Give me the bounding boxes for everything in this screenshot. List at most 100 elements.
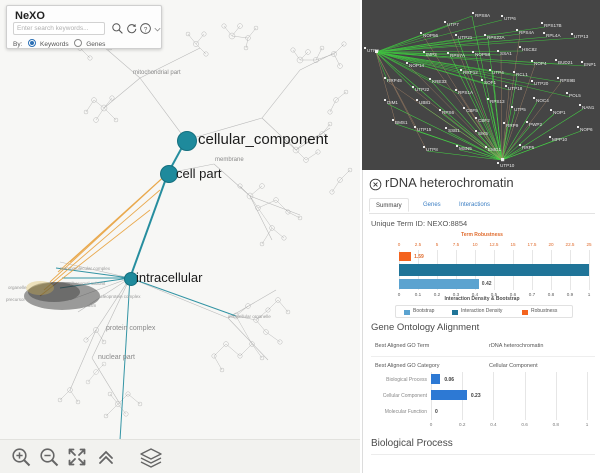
gene-node[interactable] (531, 60, 534, 63)
bottom-axis-tick: 1 (587, 292, 591, 297)
gene-node[interactable] (455, 34, 458, 37)
bar-value-label: 0.42 (481, 281, 492, 287)
help-icon[interactable]: ? (139, 22, 152, 35)
gene-node[interactable] (543, 32, 546, 35)
tree-label-cytoplasm: cytoplasm (76, 303, 97, 308)
filter-by-label: By: (13, 41, 23, 48)
gene-node[interactable] (414, 126, 417, 129)
tab-interactions[interactable]: Interactions (459, 202, 491, 208)
zoom-in-button[interactable] (10, 446, 32, 468)
gene-node[interactable] (439, 109, 442, 112)
gene-node[interactable] (444, 21, 447, 24)
tree-label-protein-complex: protein complex (106, 325, 156, 332)
gene-node[interactable] (519, 144, 522, 147)
gene-node[interactable] (581, 61, 584, 64)
top-axis-tick: 2.5 (414, 242, 422, 247)
gene-node[interactable] (472, 51, 475, 54)
tree-label-organelle: organelle (8, 285, 27, 290)
gene-node[interactable] (541, 22, 544, 25)
term-detail-panel[interactable]: rDNA heterochromatin Summary Genes Inter… (362, 170, 600, 473)
gene-node[interactable] (455, 89, 458, 92)
search-row[interactable]: ? (13, 22, 161, 36)
tree-label-intracellular-organelle: intracellular organelle (228, 314, 271, 319)
x-axis-tick: 0.4 (490, 422, 497, 427)
gridline (589, 250, 590, 290)
reset-icon[interactable] (125, 22, 138, 35)
tree-graph-canvas[interactable] (0, 0, 360, 440)
radio-keywords-label: Keywords (40, 41, 69, 48)
category-label: Biological Process (386, 377, 427, 383)
gene-node[interactable] (392, 119, 395, 122)
collapse-button[interactable] (95, 446, 117, 468)
gene-node[interactable] (513, 71, 516, 74)
radio-keywords[interactable] (28, 39, 37, 47)
gene-node[interactable] (384, 77, 387, 80)
search-icon[interactable] (111, 22, 124, 35)
gene-interaction-network[interactable]: UTP9 RPS8A UTP6 UTP7 RPS17B NOP56 UTP21 RPS22A R… (362, 0, 600, 170)
tree-node-intracellular[interactable] (124, 272, 138, 286)
category-label: Molecular Function (384, 409, 427, 415)
gene-node[interactable] (487, 98, 490, 101)
gene-node[interactable] (579, 104, 582, 107)
gene-node[interactable] (566, 92, 569, 95)
gene-node[interactable] (533, 97, 536, 100)
gene-node[interactable] (445, 127, 448, 130)
gene-node[interactable] (484, 34, 487, 37)
zoom-out-button[interactable] (38, 446, 60, 468)
gene-node[interactable] (497, 162, 500, 165)
gene-node[interactable] (503, 122, 506, 125)
gene-node[interactable] (526, 121, 529, 124)
tab-genes[interactable]: Genes (423, 202, 441, 208)
gene-node[interactable] (481, 79, 484, 82)
gene-node[interactable] (497, 50, 500, 53)
gene-node[interactable] (549, 136, 552, 139)
gene-node[interactable] (475, 117, 478, 120)
gene-node[interactable] (420, 32, 423, 35)
tree-node-cellular-component[interactable] (177, 131, 197, 151)
layers-button[interactable] (138, 446, 164, 468)
gene-node[interactable] (577, 126, 580, 129)
gene-node[interactable] (364, 47, 367, 50)
view-toolbar[interactable] (0, 439, 360, 473)
gene-node[interactable] (472, 12, 475, 15)
gene-node[interactable] (416, 99, 419, 102)
legend-label-interaction-density: Interaction Density (461, 308, 503, 314)
search-panel[interactable]: NeXO ? (6, 5, 162, 49)
gene-node[interactable] (557, 77, 560, 80)
gene-network-canvas[interactable] (362, 0, 600, 170)
gene-node[interactable] (423, 51, 426, 54)
gene-node[interactable] (531, 80, 534, 83)
gene-node[interactable] (511, 106, 514, 109)
ontology-tree-view[interactable]: cellular_component cell part intracellul… (0, 0, 360, 473)
gene-node[interactable] (571, 33, 574, 36)
gene-node[interactable] (501, 15, 504, 18)
gene-node[interactable] (447, 52, 450, 55)
close-circle-icon[interactable] (369, 178, 382, 191)
tree-node-cell-part[interactable] (160, 165, 178, 183)
detail-tabs[interactable]: Summary Genes Interactions (369, 198, 595, 214)
gene-node[interactable] (463, 107, 466, 110)
fit-to-screen-button[interactable] (66, 446, 88, 468)
legend-swatch-interaction-density (452, 309, 458, 315)
gene-node[interactable] (384, 99, 387, 102)
gene-node[interactable] (406, 62, 409, 65)
gene-node[interactable] (489, 69, 492, 72)
gene-node[interactable] (456, 145, 459, 148)
radio-genes[interactable] (74, 39, 83, 47)
gene-node[interactable] (423, 146, 426, 149)
gene-node[interactable] (429, 78, 432, 81)
gene-node[interactable] (516, 29, 519, 32)
gene-node[interactable] (505, 85, 508, 88)
gene-node[interactable] (485, 146, 488, 149)
expand-icon[interactable] (152, 22, 165, 35)
search-input[interactable] (13, 22, 105, 35)
tab-summary[interactable]: Summary (369, 198, 409, 212)
gene-node[interactable] (460, 69, 463, 72)
gene-node[interactable] (550, 109, 553, 112)
gene-node[interactable] (412, 86, 415, 89)
search-filter-row[interactable]: By: Keywords Genes (13, 39, 105, 48)
gene-node[interactable] (555, 59, 558, 62)
gene-node[interactable] (475, 130, 478, 133)
gene-node[interactable] (519, 46, 522, 49)
